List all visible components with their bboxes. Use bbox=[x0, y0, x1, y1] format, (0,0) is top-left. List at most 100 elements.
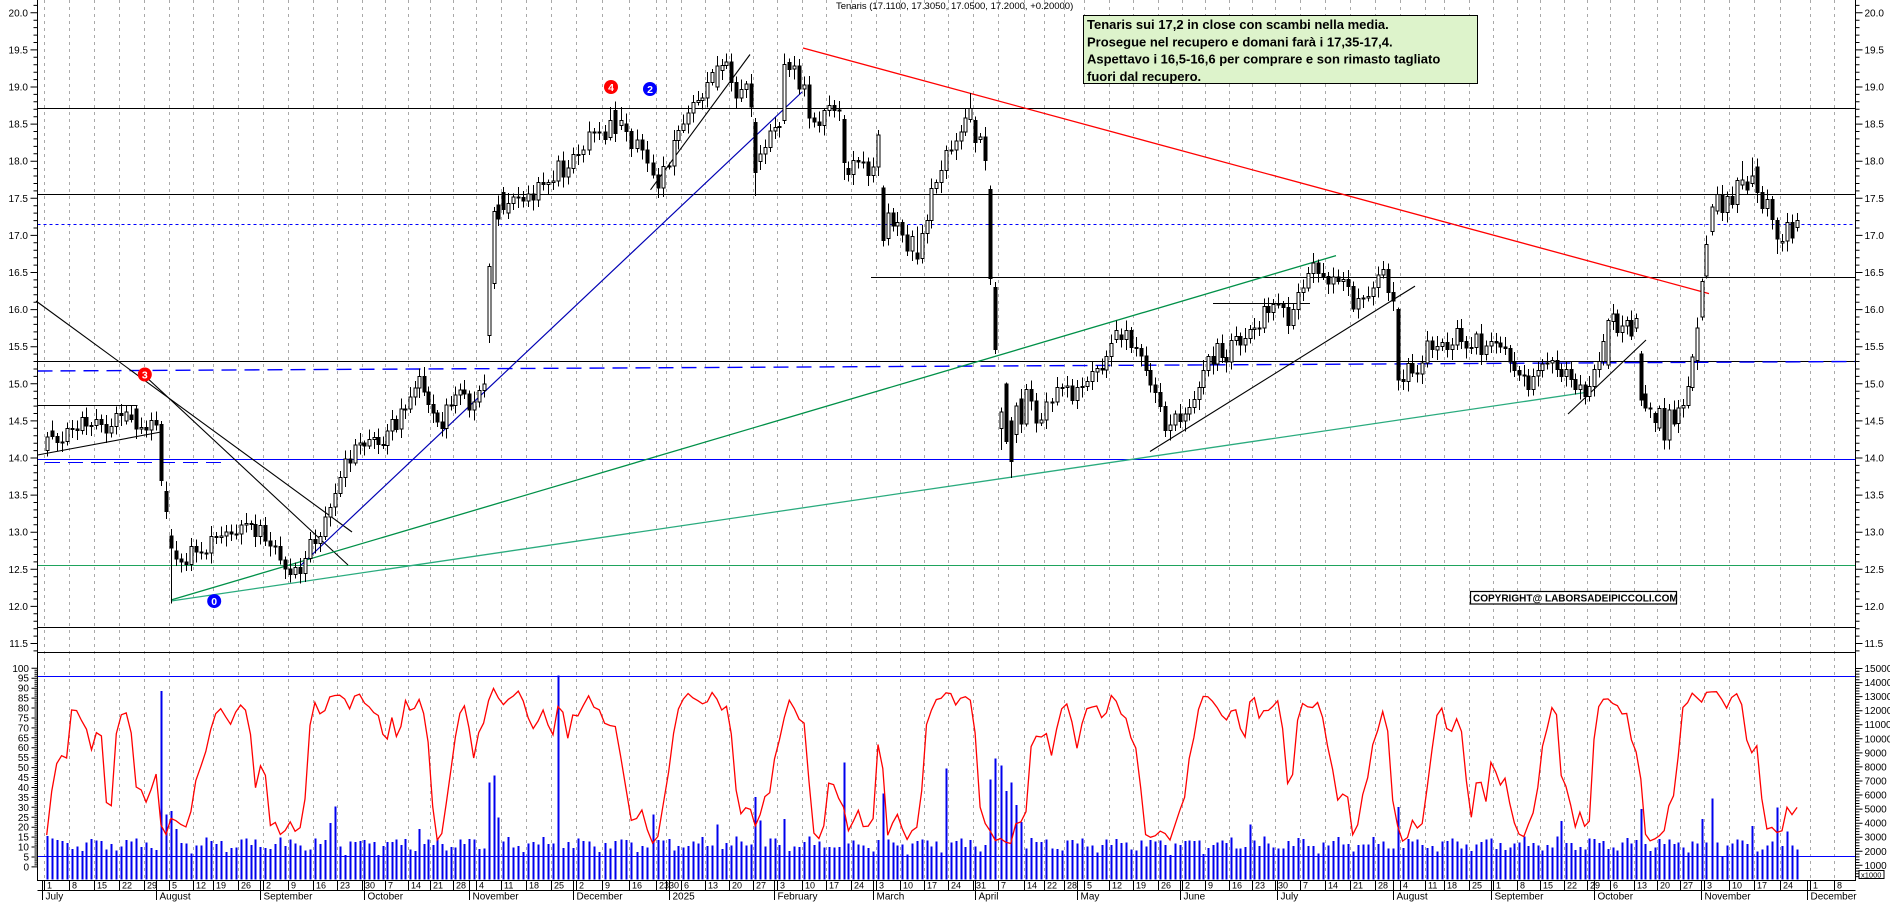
svg-text:1: 1 bbox=[1496, 881, 1501, 891]
svg-text:14000: 14000 bbox=[1865, 678, 1890, 689]
svg-text:x1000: x1000 bbox=[1861, 870, 1881, 879]
svg-text:29: 29 bbox=[1590, 881, 1600, 891]
svg-text:19.0: 19.0 bbox=[9, 83, 29, 94]
svg-text:30: 30 bbox=[365, 881, 375, 891]
svg-text:13.5: 13.5 bbox=[9, 491, 29, 502]
svg-text:26: 26 bbox=[1161, 881, 1171, 891]
svg-text:3: 3 bbox=[142, 369, 148, 381]
svg-text:55: 55 bbox=[18, 753, 30, 764]
svg-text:14.5: 14.5 bbox=[1865, 416, 1885, 427]
svg-text:0: 0 bbox=[23, 862, 29, 873]
svg-text:November: November bbox=[1705, 892, 1752, 903]
svg-text:Prosegue nel recupero e domani: Prosegue nel recupero e domani farà i 17… bbox=[1087, 34, 1393, 49]
svg-text:20: 20 bbox=[732, 881, 742, 891]
svg-text:25: 25 bbox=[18, 813, 30, 824]
svg-text:14.5: 14.5 bbox=[9, 416, 29, 427]
svg-text:16.0: 16.0 bbox=[9, 305, 29, 316]
svg-text:7: 7 bbox=[1303, 881, 1308, 891]
svg-text:15: 15 bbox=[97, 881, 107, 891]
svg-text:4000: 4000 bbox=[1865, 819, 1888, 830]
svg-text:50: 50 bbox=[18, 763, 30, 774]
svg-text:August: August bbox=[1397, 892, 1428, 903]
svg-text:11.5: 11.5 bbox=[9, 639, 28, 650]
svg-text:17: 17 bbox=[829, 881, 839, 891]
svg-text:16: 16 bbox=[1232, 881, 1242, 891]
svg-text:Tenaris (17.1100, 17.3050, 17.: Tenaris (17.1100, 17.3050, 17.0500, 17.2… bbox=[836, 1, 1073, 12]
svg-text:Aspettavo i 16,5-16,6 per comp: Aspettavo i 16,5-16,6 per comprare e son… bbox=[1087, 52, 1440, 67]
svg-text:2: 2 bbox=[1185, 881, 1190, 891]
svg-text:13: 13 bbox=[708, 881, 718, 891]
svg-text:16.5: 16.5 bbox=[1865, 268, 1885, 279]
svg-text:18.0: 18.0 bbox=[9, 157, 29, 168]
svg-text:16: 16 bbox=[316, 881, 326, 891]
svg-text:17.0: 17.0 bbox=[1865, 231, 1885, 242]
svg-text:December: December bbox=[577, 892, 624, 903]
svg-text:15: 15 bbox=[1543, 881, 1553, 891]
svg-text:5: 5 bbox=[1087, 881, 1092, 891]
svg-text:70: 70 bbox=[18, 723, 30, 734]
svg-text:4: 4 bbox=[1403, 881, 1408, 891]
svg-text:June: June bbox=[1184, 892, 1206, 903]
svg-text:12.0: 12.0 bbox=[9, 602, 29, 613]
svg-text:12: 12 bbox=[196, 881, 206, 891]
svg-text:18: 18 bbox=[1447, 881, 1457, 891]
svg-text:17.0: 17.0 bbox=[9, 231, 29, 242]
svg-text:23: 23 bbox=[1255, 881, 1265, 891]
svg-text:28: 28 bbox=[1378, 881, 1388, 891]
svg-text:3: 3 bbox=[879, 881, 884, 891]
svg-text:6000: 6000 bbox=[1865, 791, 1888, 802]
svg-text:26: 26 bbox=[241, 881, 251, 891]
svg-text:27: 27 bbox=[1683, 881, 1693, 891]
svg-text:July: July bbox=[46, 892, 64, 903]
svg-text:14: 14 bbox=[1328, 881, 1338, 891]
svg-text:4: 4 bbox=[608, 82, 614, 94]
svg-text:8000: 8000 bbox=[1865, 762, 1888, 773]
svg-text:75: 75 bbox=[18, 714, 30, 725]
svg-text:35: 35 bbox=[18, 793, 30, 804]
svg-text:5000: 5000 bbox=[1865, 805, 1888, 816]
svg-text:11: 11 bbox=[504, 881, 513, 891]
svg-text:15: 15 bbox=[18, 833, 30, 844]
svg-text:2025: 2025 bbox=[673, 892, 696, 903]
svg-text:25: 25 bbox=[554, 881, 564, 891]
svg-text:12: 12 bbox=[1112, 881, 1122, 891]
svg-text:July: July bbox=[1281, 892, 1299, 903]
svg-text:3000: 3000 bbox=[1865, 833, 1888, 844]
svg-text:September: September bbox=[1495, 892, 1545, 903]
svg-text:8: 8 bbox=[72, 881, 77, 891]
svg-text:16.5: 16.5 bbox=[9, 268, 29, 279]
svg-text:13.5: 13.5 bbox=[1865, 491, 1885, 502]
svg-text:18.5: 18.5 bbox=[1865, 120, 1885, 131]
svg-text:11.5: 11.5 bbox=[1865, 639, 1884, 650]
svg-text:16: 16 bbox=[632, 881, 642, 891]
svg-text:13.0: 13.0 bbox=[1865, 528, 1885, 539]
svg-text:10: 10 bbox=[1732, 881, 1742, 891]
svg-text:24: 24 bbox=[854, 881, 864, 891]
svg-text:13.0: 13.0 bbox=[9, 528, 29, 539]
svg-text:20.0: 20.0 bbox=[1865, 8, 1885, 19]
svg-text:8: 8 bbox=[1520, 881, 1525, 891]
svg-text:12000: 12000 bbox=[1865, 706, 1890, 717]
svg-text:20: 20 bbox=[18, 823, 30, 834]
svg-text:5: 5 bbox=[172, 881, 177, 891]
svg-text:5: 5 bbox=[23, 853, 29, 864]
svg-text:6: 6 bbox=[684, 881, 689, 891]
svg-text:4: 4 bbox=[479, 881, 484, 891]
svg-text:6: 6 bbox=[1613, 881, 1618, 891]
svg-text:19: 19 bbox=[1136, 881, 1146, 891]
svg-text:9000: 9000 bbox=[1865, 748, 1888, 759]
svg-text:23: 23 bbox=[340, 881, 350, 891]
svg-text:9: 9 bbox=[1208, 881, 1213, 891]
svg-text:21: 21 bbox=[1353, 881, 1363, 891]
svg-text:14.0: 14.0 bbox=[9, 454, 29, 465]
svg-text:fuori dal recupero.: fuori dal recupero. bbox=[1087, 69, 1201, 84]
svg-text:October: October bbox=[368, 892, 404, 903]
svg-text:95: 95 bbox=[18, 674, 30, 685]
svg-text:19.5: 19.5 bbox=[1865, 45, 1885, 56]
svg-text:24: 24 bbox=[951, 881, 961, 891]
svg-text:80: 80 bbox=[18, 704, 30, 715]
svg-text:10: 10 bbox=[903, 881, 913, 891]
svg-text:13: 13 bbox=[1637, 881, 1647, 891]
svg-text:30: 30 bbox=[1278, 881, 1288, 891]
svg-text:100: 100 bbox=[12, 664, 29, 675]
